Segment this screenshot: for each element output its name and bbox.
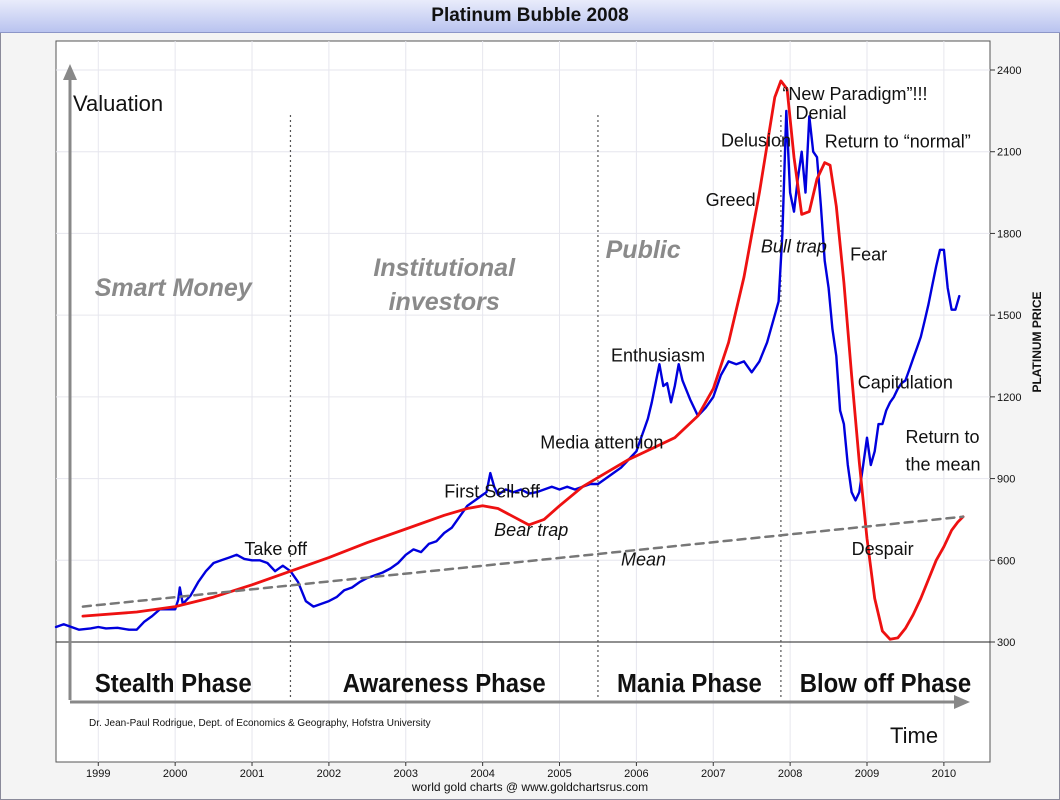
time-label: Time [890,723,938,748]
annotation-label: Bull trap [761,236,827,256]
x-tick-label: 2005 [547,768,571,780]
annotation-label: Mean [621,550,666,570]
y-axis-title: PLATINUM PRICE [1030,291,1044,392]
y-tick-label: 2100 [997,147,1021,159]
x-tick-label: 2008 [778,768,802,780]
x-tick-label: 2003 [394,768,418,780]
y-tick-label: 1500 [997,310,1021,322]
x-tick-label: 2000 [163,768,187,780]
x-tick-label: 2009 [855,768,879,780]
annotation-label: Enthusiasm [611,345,705,365]
valuation-arrow-head [63,64,77,80]
investor-label: investors [389,288,500,316]
annotation-label: Capitulation [858,373,953,393]
chart-title: Platinum Bubble 2008 [431,5,629,26]
bubble-curve [81,79,965,641]
phase-label: Awareness Phase [343,669,546,698]
x-tick-label: 2010 [932,768,956,780]
annotation-label: Return to [905,427,979,447]
annotation-label: Fear [850,245,887,265]
phase-label: Blow off Phase [800,669,971,698]
valuation-label: Valuation [73,91,163,116]
x-tick-label: 2006 [624,768,648,780]
investor-label: Institutional [373,254,516,282]
price-line [54,109,961,631]
annotation-label: “New Paradigm”!!! [782,84,927,104]
annotation-label: First Sell-off [444,482,541,502]
footer-credit: world gold charts @ www.goldchartsrus.co… [411,780,649,794]
mean-line [81,515,965,608]
y-tick-label: 900 [997,474,1015,486]
x-tick-label: 2004 [470,768,494,780]
time-arrow-head [954,695,970,709]
annotation-label: Media attention [540,433,663,453]
annotation-label: the mean [905,454,980,474]
y-tick-label: 300 [997,637,1015,649]
phase-label: Stealth Phase [95,669,252,698]
annotation-label: Delusion [721,130,791,150]
annotation-label: Denial [796,103,847,123]
investor-label: Smart Money [95,274,253,302]
x-tick-label: 2001 [240,768,264,780]
annotation-label: Despair [852,539,914,559]
annotation-label: Greed [706,190,756,210]
x-tick-label: 2007 [701,768,725,780]
x-tick-label: 2002 [317,768,341,780]
phase-label: Mania Phase [617,669,762,698]
investor-label-public: Public [606,236,681,264]
y-tick-label: 1200 [997,392,1021,404]
y-tick-label: 1800 [997,228,1021,240]
y-tick-label: 600 [997,555,1015,567]
annotation-label: Take off [244,539,308,559]
y-tick-label: 2400 [997,65,1021,77]
author-credit: Dr. Jean-Paul Rodrigue, Dept. of Economi… [89,718,431,729]
x-tick-label: 1999 [86,768,110,780]
title-bar: Platinum Bubble 2008 [0,0,1060,33]
annotation-label: Bear trap [494,520,568,540]
annotation-label: Return to “normal” [825,132,971,152]
